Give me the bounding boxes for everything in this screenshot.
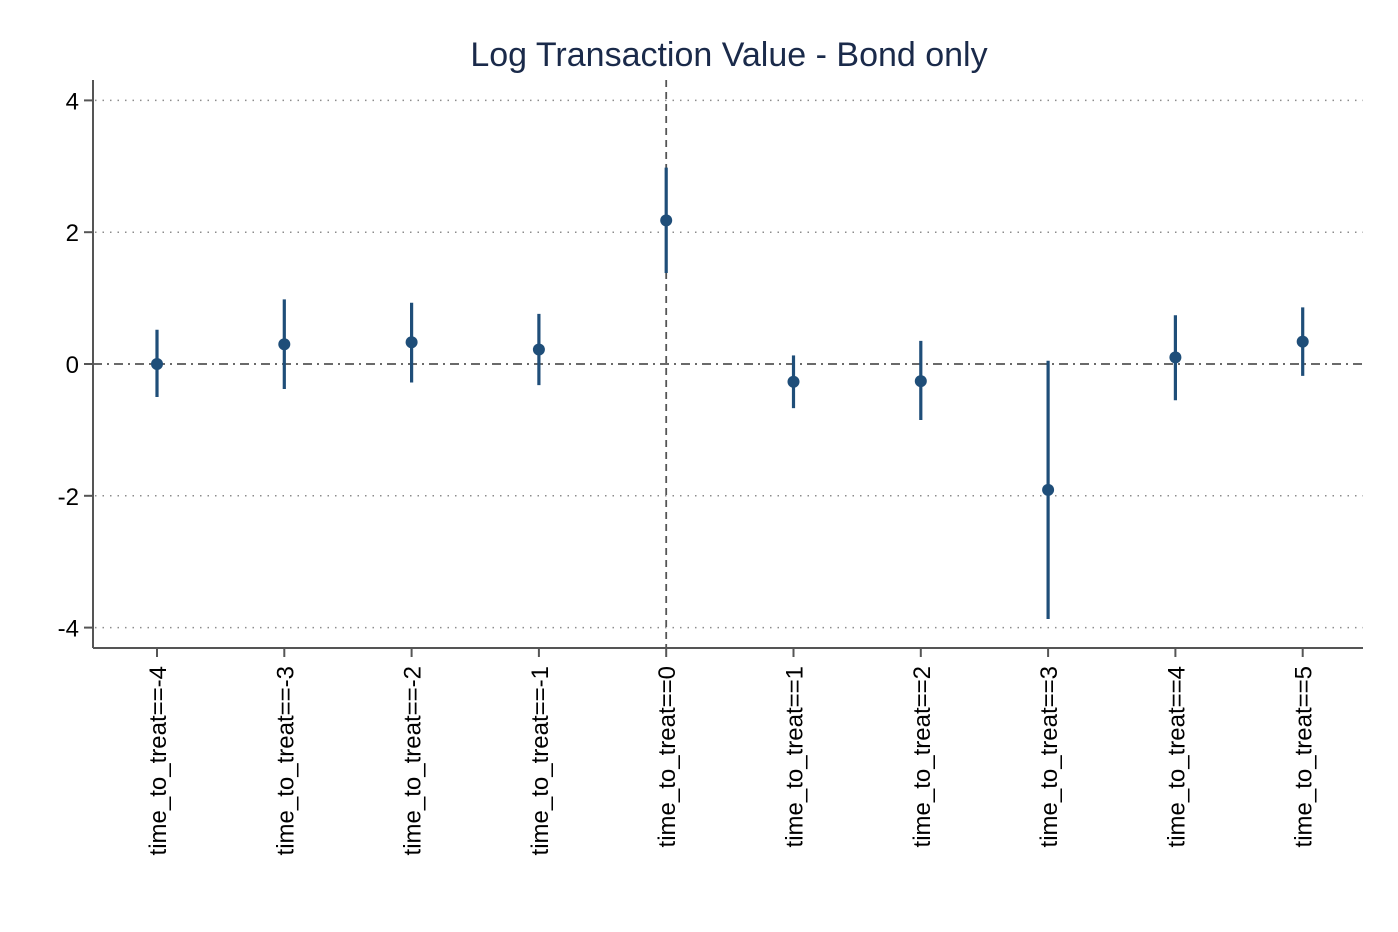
x-axis-ticks: time_to_treat==-4 time_to_treat==-3 time_t… bbox=[145, 648, 1318, 855]
x-tick-label: time_to_treat==-1 bbox=[527, 666, 554, 855]
point-estimate bbox=[660, 214, 673, 227]
point-estimate bbox=[532, 343, 545, 356]
x-tick-label: time_to_treat==3 bbox=[1036, 666, 1063, 847]
gridlines bbox=[95, 99, 1363, 629]
x-tick-label: time_to_treat==1 bbox=[782, 666, 809, 847]
x-tick-label: time_to_treat==2 bbox=[909, 666, 936, 847]
point-estimate bbox=[914, 375, 927, 388]
y-tick-label: 2 bbox=[66, 220, 79, 247]
x-tick-label: time_to_treat==4 bbox=[1163, 666, 1190, 847]
x-tick-label: time_to_treat==-3 bbox=[272, 666, 299, 855]
point-estimate bbox=[151, 358, 163, 370]
x-tick-label: time_to_treat==-4 bbox=[145, 666, 172, 855]
point-estimate bbox=[278, 338, 291, 351]
x-tick-label: time_to_treat==0 bbox=[654, 666, 681, 847]
y-tick-label: 4 bbox=[66, 88, 79, 115]
point-estimates bbox=[151, 214, 1309, 496]
chart-title: Log Transaction Value - Bond only bbox=[470, 36, 987, 74]
y-axis-ticks: -4 -2 0 2 4 bbox=[58, 88, 93, 643]
point-estimate bbox=[405, 336, 418, 349]
x-tick-label: time_to_treat==-2 bbox=[400, 666, 427, 855]
reference-lines bbox=[93, 80, 1363, 648]
x-tick-label: time_to_treat==5 bbox=[1291, 666, 1318, 847]
point-estimate bbox=[1296, 335, 1309, 348]
y-tick-label: -4 bbox=[58, 616, 79, 643]
confidence-intervals bbox=[155, 167, 1305, 620]
point-estimate bbox=[1169, 351, 1182, 364]
point-estimate bbox=[1042, 483, 1055, 496]
y-tick-label: -2 bbox=[58, 484, 79, 511]
point-estimate bbox=[787, 375, 800, 388]
y-tick-label: 0 bbox=[66, 352, 79, 379]
